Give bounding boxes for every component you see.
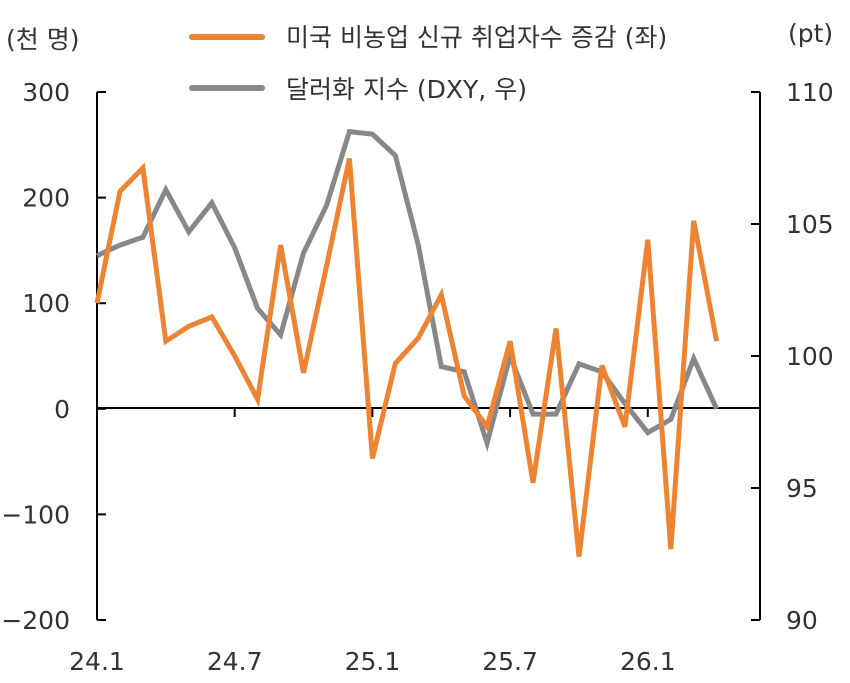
left-axis-tick-label: 0 <box>54 395 70 424</box>
left-axis-tick-label: −200 <box>1 606 70 635</box>
left-axis-unit: (천 명) <box>6 25 79 54</box>
axes: 300 200 100 0 −100 −200 110 105 100 95 90 24.1 24.7 2… <box>1 78 833 676</box>
right-axis-tick-label: 105 <box>786 210 834 239</box>
x-axis-tick-label: 25.1 <box>345 647 401 676</box>
right-axis-tick-label: 90 <box>786 606 818 635</box>
series-line-jobs <box>94 157 720 557</box>
left-axis-tick-label: 100 <box>22 289 70 318</box>
right-axis-unit: (pt) <box>788 19 833 48</box>
x-axis-tick-label: 24.1 <box>69 647 125 676</box>
legend-label-jobs: 미국 비농업 신규 취업자수 증감 (좌) <box>286 23 667 52</box>
series-layer <box>94 128 720 557</box>
legend: 미국 비농업 신규 취업자수 증감 (좌) 달러화 지수 (DXY, 우) <box>189 23 667 104</box>
left-axis-tick-label: 200 <box>22 184 70 213</box>
series-line-dxy <box>95 128 719 453</box>
right-axis-tick-label: 110 <box>786 78 834 107</box>
x-axis-tick-label: 25.7 <box>482 647 538 676</box>
left-axis-tick-label: −100 <box>1 500 70 529</box>
x-axis-tick-label: 24.7 <box>207 647 263 676</box>
right-axis-tick-label: 95 <box>786 474 818 503</box>
left-axis-tick-label: 300 <box>22 78 70 107</box>
legend-label-dxy: 달러화 지수 (DXY, 우) <box>286 75 527 104</box>
right-axis-tick-label: 100 <box>786 342 834 371</box>
x-axis-tick-label: 26.1 <box>620 647 676 676</box>
